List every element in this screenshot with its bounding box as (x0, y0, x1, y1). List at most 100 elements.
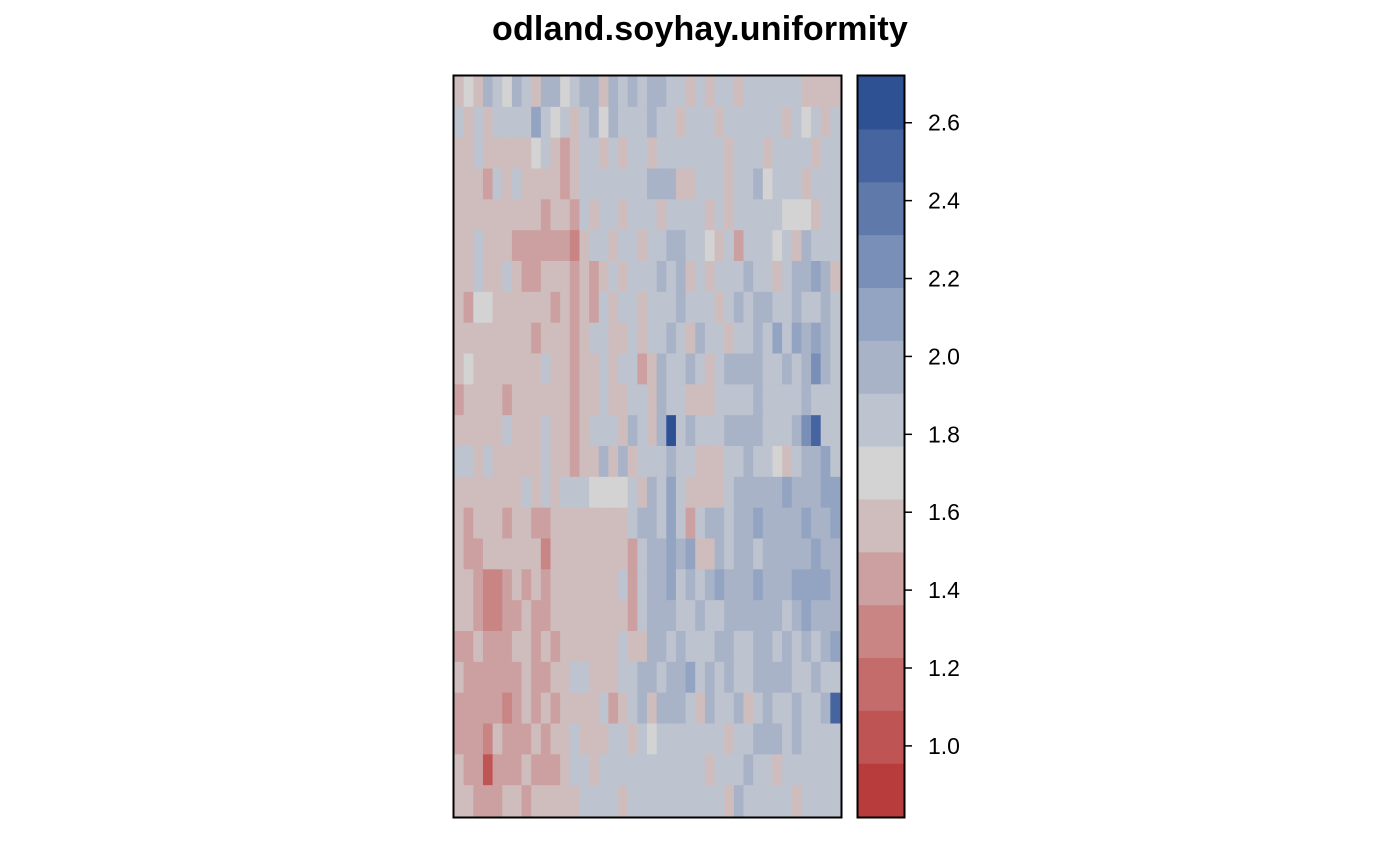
heatmap-cell (637, 322, 648, 355)
heatmap-cell (714, 106, 725, 139)
heatmap-cell (830, 76, 841, 108)
heatmap-cell (647, 446, 658, 478)
heatmap-cell (463, 600, 474, 632)
heatmap-cell (830, 692, 841, 725)
heatmap-cell (791, 384, 802, 416)
heatmap-cell (521, 723, 532, 755)
heatmap-cell (454, 384, 465, 416)
heatmap-cell (598, 538, 609, 570)
heatmap-cell (463, 384, 474, 416)
heatmap-cell (579, 631, 590, 663)
heatmap-cell (695, 76, 706, 108)
heatmap-cell (463, 137, 474, 170)
heatmap-cell (695, 661, 706, 694)
heatmap-cell (627, 230, 638, 262)
heatmap-cell (733, 76, 745, 108)
heatmap-cell (473, 261, 484, 293)
heatmap-cell (704, 353, 716, 385)
heatmap-cell (502, 600, 513, 632)
heatmap-cell (666, 569, 677, 601)
heatmap-cell (666, 353, 677, 385)
heatmap-cell (820, 261, 831, 293)
heatmap-cell (492, 476, 503, 509)
colorbar-tick-label: 1.2 (928, 655, 960, 681)
heatmap-cell (714, 785, 725, 817)
heatmap-cell (618, 631, 629, 663)
heatmap-cell (724, 106, 735, 139)
heatmap-cell (531, 353, 542, 385)
heatmap-cell (511, 631, 523, 663)
heatmap-cell (492, 415, 503, 447)
heatmap-cell (666, 446, 677, 478)
heatmap-cell (589, 199, 600, 231)
heatmap-cell (608, 446, 619, 478)
heatmap-cell (627, 415, 638, 447)
heatmap-cell (511, 692, 523, 725)
heatmap-cell (473, 168, 484, 200)
heatmap-cell (511, 538, 523, 570)
heatmap-cell (569, 322, 581, 355)
heatmap-cell (791, 230, 802, 262)
heatmap-cell (473, 631, 484, 663)
heatmap-cell (733, 569, 745, 601)
heatmap-cell (521, 661, 532, 694)
heatmap-cell (791, 353, 802, 385)
heatmap-cell (521, 631, 532, 663)
heatmap-cell (762, 322, 774, 355)
heatmap-cell (647, 199, 658, 231)
heatmap-cell (714, 538, 725, 570)
heatmap-cell (782, 692, 793, 725)
heatmap-cell (782, 507, 793, 540)
heatmap-cell (482, 322, 494, 355)
heatmap-cell (753, 507, 764, 540)
heatmap-cell (531, 446, 542, 478)
colorbar-tick-label: 1.6 (928, 499, 960, 525)
heatmap-cell (647, 106, 658, 139)
heatmap-cell (637, 106, 648, 139)
heatmap-cell (714, 723, 725, 755)
heatmap-cell (502, 723, 513, 755)
heatmap-cell (598, 661, 609, 694)
heatmap-cell (627, 476, 638, 509)
heatmap-cell (521, 692, 532, 725)
heatmap-cell (627, 785, 638, 817)
heatmap-cell (560, 230, 571, 262)
heatmap-cell (521, 785, 532, 817)
heatmap-cell (521, 415, 532, 447)
heatmap-cell (675, 76, 687, 108)
heatmap-cell (463, 785, 474, 817)
heatmap-cell (647, 538, 658, 570)
heatmap-cell (675, 754, 687, 786)
colorbar-swatch (858, 76, 904, 130)
heatmap-cell (762, 661, 774, 694)
heatmap-cell (791, 446, 802, 478)
heatmap-cell (647, 476, 658, 509)
heatmap-cell (550, 507, 561, 540)
heatmap-cell (714, 384, 725, 416)
heatmap-cell (502, 230, 513, 262)
heatmap-cell (492, 137, 503, 170)
heatmap-cell (550, 631, 561, 663)
heatmap-cell (579, 538, 590, 570)
heatmap-cell (473, 661, 484, 694)
heatmap-cell (743, 261, 754, 293)
heatmap-cell (782, 661, 793, 694)
heatmap-cell (550, 76, 561, 108)
heatmap-cell (714, 507, 725, 540)
heatmap-cell (772, 446, 783, 478)
heatmap-cell (733, 600, 745, 632)
heatmap-cell (830, 137, 841, 170)
heatmap-cell (531, 76, 542, 108)
heatmap-cell (675, 723, 687, 755)
heatmap-cell (589, 137, 600, 170)
heatmap-cell (685, 353, 696, 385)
heatmap-cell (608, 291, 619, 324)
heatmap-cell (753, 199, 764, 231)
heatmap-cell (589, 507, 600, 540)
heatmap-cell (820, 76, 831, 108)
heatmap-cell (762, 415, 774, 447)
heatmap-cell (637, 76, 648, 108)
heatmap-cell (772, 137, 783, 170)
heatmap-cell (550, 476, 561, 509)
heatmap-cell (666, 785, 677, 817)
